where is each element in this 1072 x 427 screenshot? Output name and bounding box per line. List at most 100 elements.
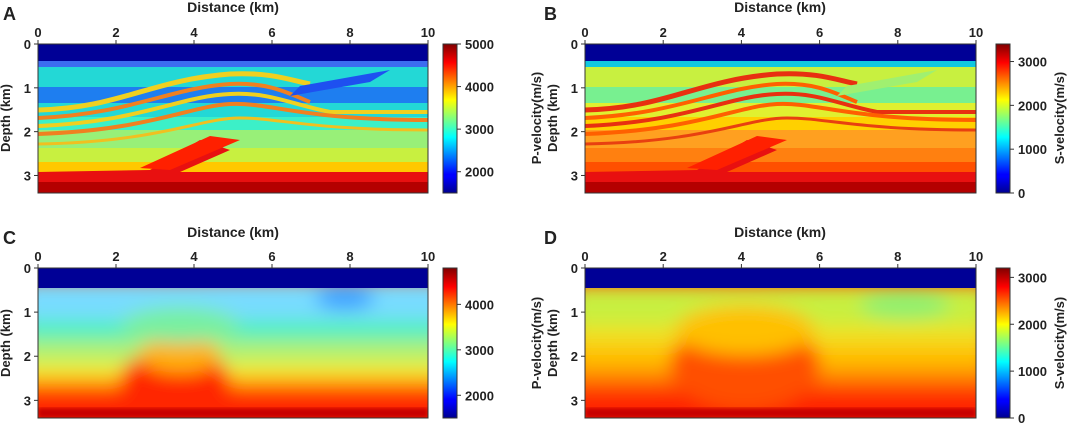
x-tick-label: 2: [660, 25, 667, 40]
x-ticks: 0 2 4 6 8 10: [34, 249, 435, 268]
colorbar-tick-label: 1000: [1018, 364, 1047, 379]
x-tick-label: 2: [112, 249, 119, 264]
colorbar-ticks: 0 1000 2000 3000: [1010, 55, 1047, 201]
y-tick-label: 1: [24, 305, 31, 320]
x-axis-label: Distance (km): [734, 0, 826, 15]
y-tick-label: 1: [571, 305, 578, 320]
colorbar: [442, 267, 458, 419]
y-ticks: 0 1 2 3: [571, 261, 585, 408]
panel-letter: D: [544, 228, 557, 248]
y-tick-label: 3: [571, 393, 578, 408]
y-tick-label: 1: [24, 81, 31, 96]
y-tick-label: 0: [571, 37, 578, 52]
colorbar-tick-label: 5000: [465, 37, 494, 52]
plot-frame: [584, 267, 977, 419]
y-axis-label: Depth (km): [0, 309, 13, 377]
x-tick-label: 8: [894, 25, 901, 40]
x-tick-label: 0: [581, 25, 588, 40]
panel-c: C Distance (km) 0 2 4 6 8 10 0 1 2 3 Depth (km): [0, 224, 544, 419]
plot-frame: [37, 267, 429, 419]
plot-frame: [584, 43, 977, 194]
colorbar-ticks: 2000 3000 4000: [457, 297, 494, 403]
y-ticks: 0 1 2 3: [24, 37, 38, 183]
colorbar-tick-label: 1000: [1018, 142, 1047, 157]
panel-a: A Distance (km) 0 2 4 6 8 10 0 1 2 3: [0, 0, 544, 194]
colorbar-tick-label: 2000: [465, 388, 494, 403]
colorbar-tick-label: 2000: [1018, 317, 1047, 332]
panel-letter: B: [544, 4, 557, 24]
plot-frame: [37, 43, 429, 194]
x-ticks: 0 2 4 6 8 10: [581, 249, 983, 268]
colorbar-tick-label: 3000: [465, 343, 494, 358]
x-tick-label: 4: [190, 25, 198, 40]
velocity-image: [38, 44, 428, 193]
x-tick-label: 0: [34, 25, 41, 40]
y-tick-label: 1: [571, 81, 578, 96]
y-tick-label: 0: [24, 37, 31, 52]
x-axis-label: Distance (km): [187, 224, 279, 240]
colorbar-tick-label: 4000: [465, 80, 494, 95]
colorbar-tick-label: 3000: [465, 122, 494, 137]
colorbar-label: S-velocity(m/s): [1052, 297, 1067, 389]
x-tick-label: 8: [346, 25, 353, 40]
y-tick-label: 2: [24, 349, 31, 364]
x-tick-label: 10: [421, 249, 435, 264]
velocity-image: [38, 268, 428, 418]
velocity-image: [585, 44, 976, 193]
x-tick-label: 6: [816, 25, 823, 40]
colorbar-label: P-velocity(m/s): [529, 72, 544, 164]
x-tick-label: 6: [268, 25, 275, 40]
colorbar-tick-label: 4000: [465, 297, 494, 312]
colorbar-tick-label: 2000: [1018, 98, 1047, 113]
x-tick-label: 8: [894, 249, 901, 264]
x-tick-label: 6: [816, 249, 823, 264]
colorbar-ticks: 0 1000 2000 3000: [1010, 270, 1047, 426]
x-tick-label: 8: [346, 249, 353, 264]
x-tick-label: 2: [112, 25, 119, 40]
colorbar-tick-label: 0: [1018, 411, 1025, 426]
y-tick-label: 0: [24, 261, 31, 276]
colorbar-label: S-velocity(m/s): [1052, 72, 1067, 164]
x-tick-label: 6: [268, 249, 275, 264]
x-tick-label: 10: [421, 25, 435, 40]
x-tick-label: 4: [738, 249, 746, 264]
x-tick-label: 4: [738, 25, 746, 40]
colorbar-tick-label: 3000: [1018, 270, 1047, 285]
x-tick-label: 4: [190, 249, 198, 264]
colorbar-ticks: 2000 3000 4000 5000: [457, 37, 494, 180]
y-tick-label: 3: [571, 168, 578, 183]
x-tick-label: 2: [660, 249, 667, 264]
colorbar-tick-label: 2000: [465, 165, 494, 180]
x-ticks: 0 2 4 6 8 10: [34, 25, 435, 44]
y-tick-label: 2: [571, 125, 578, 140]
y-axis-label: Depth (km): [545, 84, 560, 152]
x-tick-label: 0: [34, 249, 41, 264]
y-axis-label: Depth (km): [0, 84, 13, 152]
colorbar-tick-label: 3000: [1018, 55, 1047, 70]
y-tick-label: 3: [24, 393, 31, 408]
x-axis-label: Distance (km): [734, 224, 826, 240]
velocity-image: [585, 268, 976, 418]
panel-letter: C: [3, 228, 16, 248]
y-tick-label: 3: [24, 168, 31, 183]
y-ticks: 0 1 2 3: [571, 37, 585, 183]
colorbar: [995, 43, 1011, 194]
x-axis-label: Distance (km): [187, 0, 279, 15]
panel-b: B Distance (km) 0 2 4 6 8 10 0 1 2 3: [544, 0, 1067, 201]
x-tick-label: 10: [969, 25, 983, 40]
colorbar-tick-label: 0: [1018, 186, 1025, 201]
y-ticks: 0 1 2 3: [24, 261, 38, 408]
colorbar-label: P-velocity(m/s): [529, 297, 544, 389]
panel-letter: A: [3, 4, 16, 24]
y-tick-label: 0: [571, 261, 578, 276]
y-axis-label: Depth (km): [545, 309, 560, 377]
y-tick-label: 2: [571, 349, 578, 364]
colorbar: [995, 267, 1011, 419]
x-ticks: 0 2 4 6 8 10: [581, 25, 983, 44]
colorbar: [442, 43, 458, 194]
x-tick-label: 10: [969, 249, 983, 264]
y-tick-label: 2: [24, 125, 31, 140]
x-tick-label: 0: [581, 249, 588, 264]
